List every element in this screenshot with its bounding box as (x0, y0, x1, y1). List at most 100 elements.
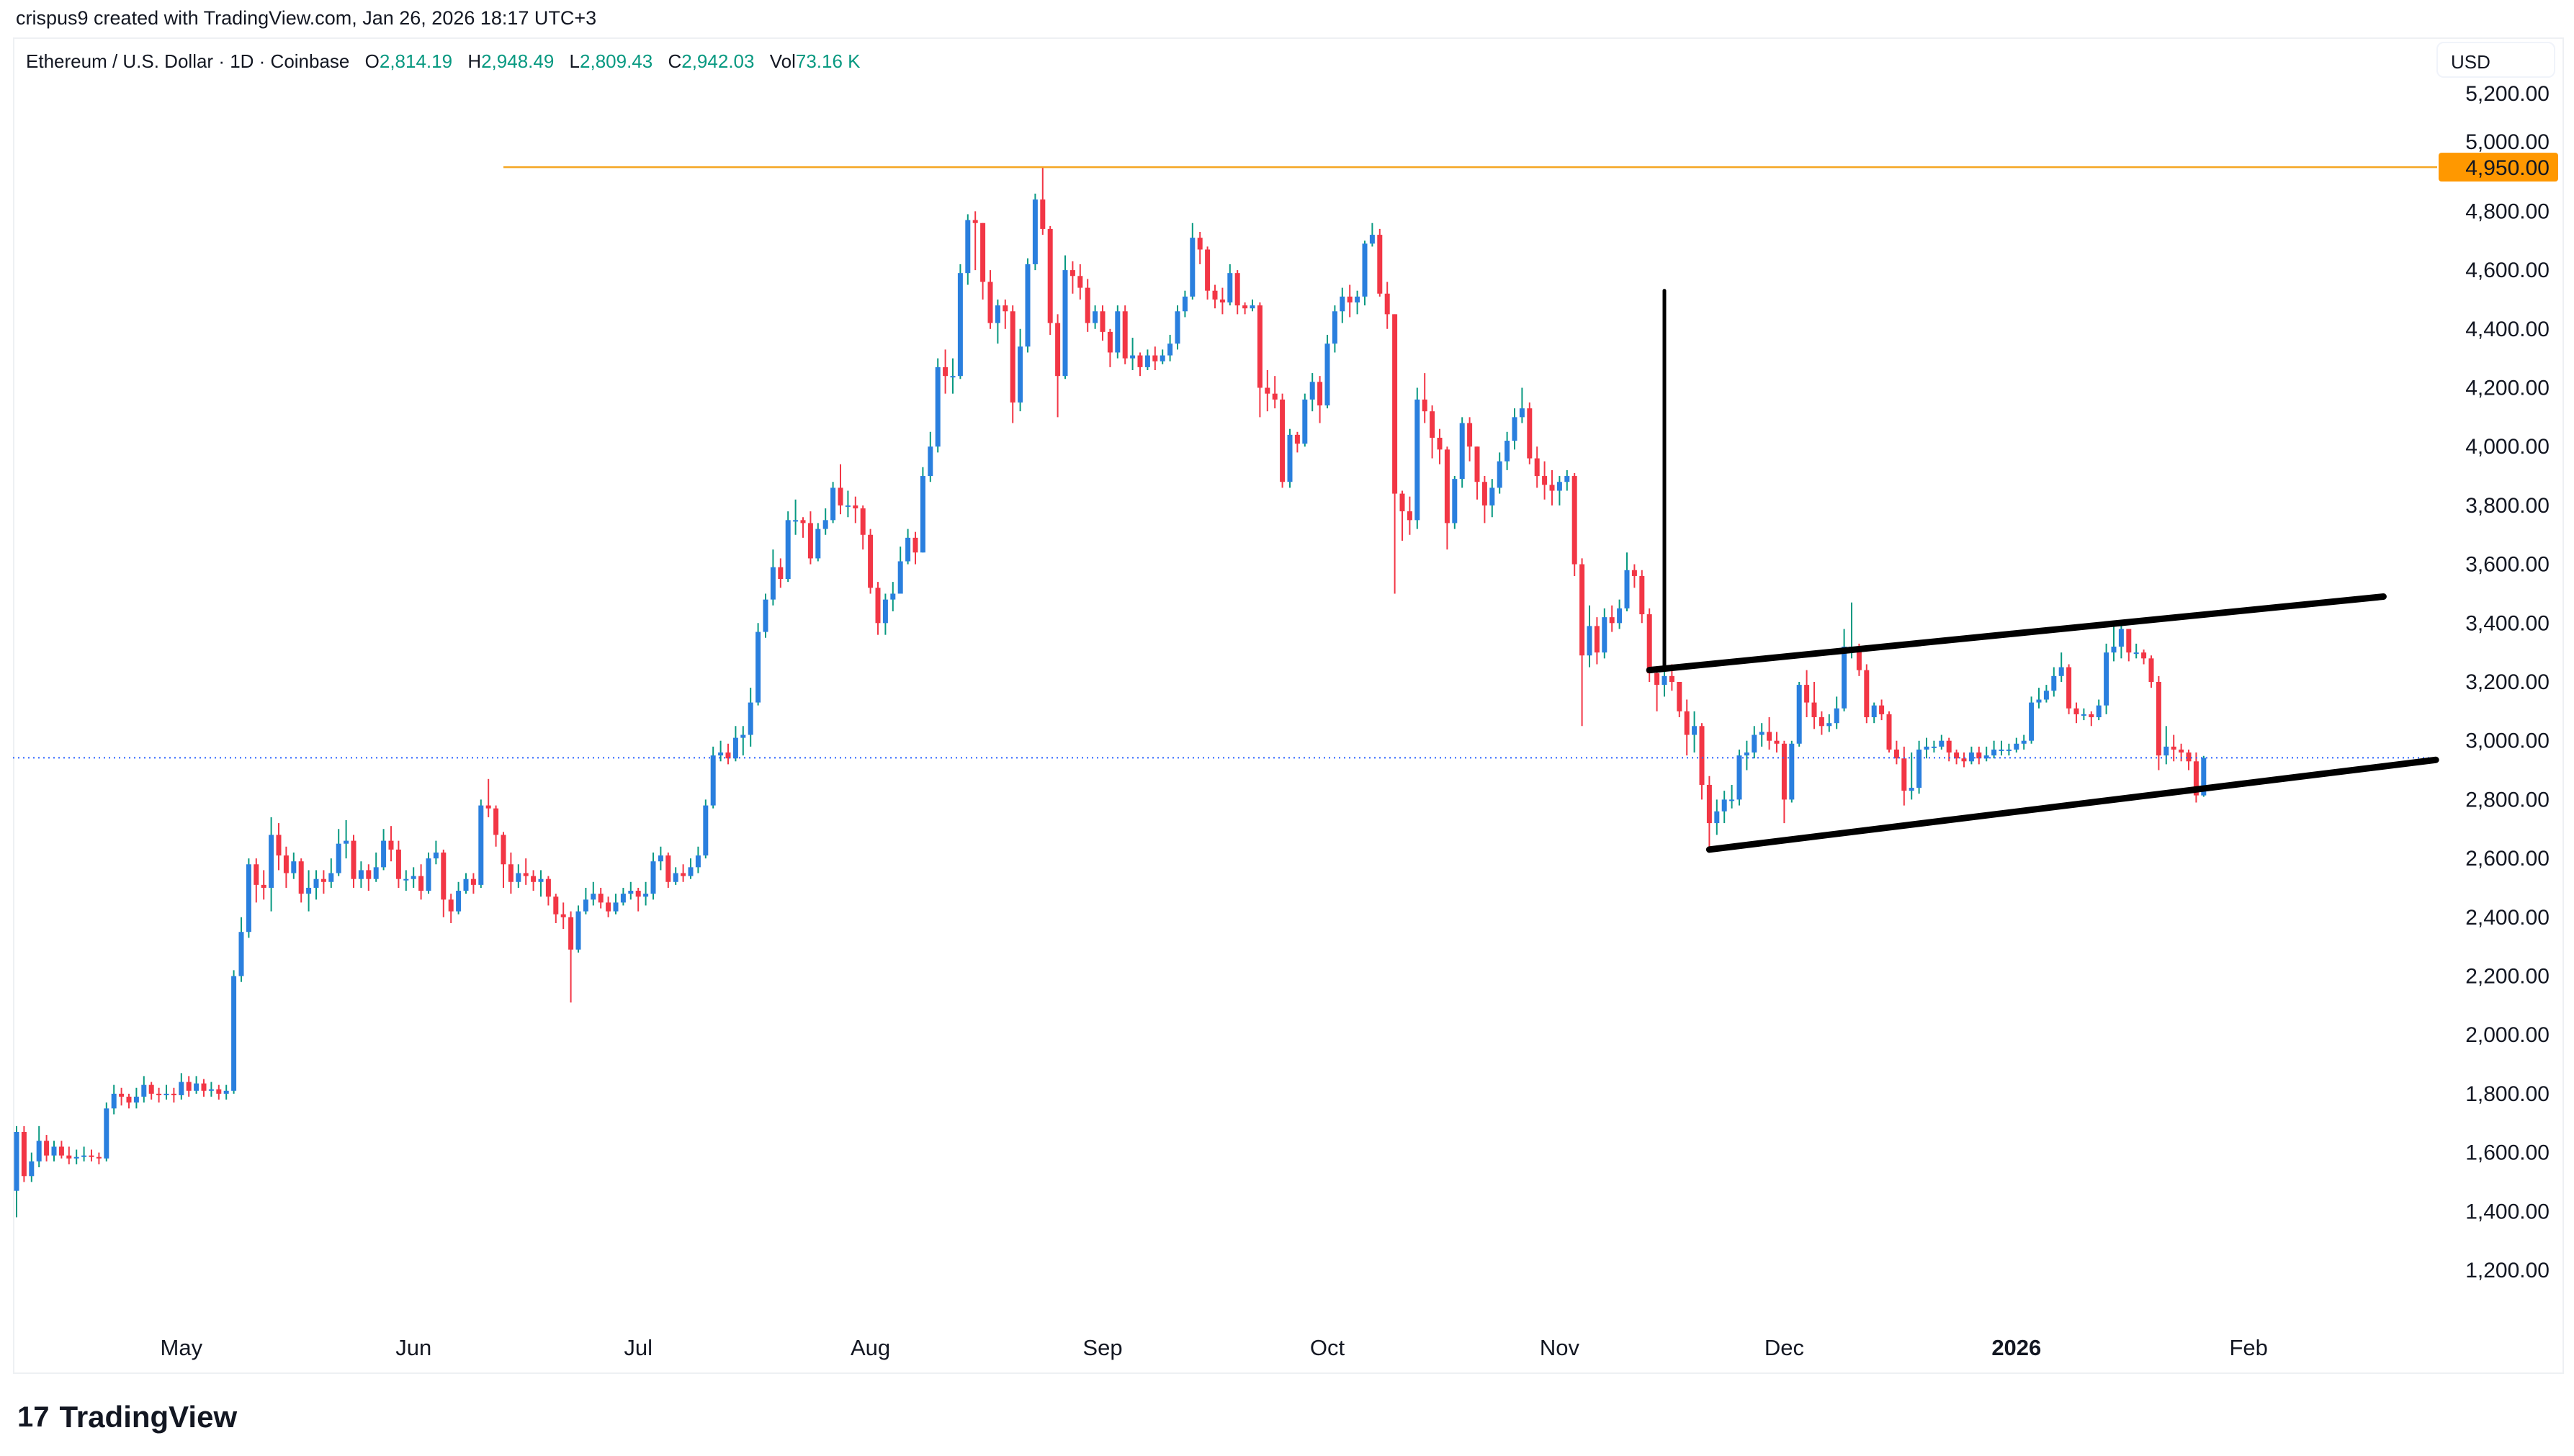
candle-up (2096, 705, 2102, 718)
candle-up (2133, 652, 2139, 655)
candle-down (1774, 740, 1780, 744)
candle-up (1130, 355, 1136, 359)
price-tick-label: 2,000.00 (2465, 1023, 2550, 1047)
candle-down (1706, 784, 1712, 824)
candle-down (186, 1082, 192, 1091)
candle-up (1617, 608, 1623, 624)
candle-up (2006, 749, 2012, 751)
candle-up (1939, 740, 1945, 747)
price-tick-label: 3,600.00 (2465, 553, 2550, 577)
candle-down (1781, 743, 1787, 800)
candle-up (950, 376, 956, 378)
candle-up (1789, 743, 1795, 800)
high-label: H (467, 50, 482, 72)
candle-up (1931, 746, 1937, 748)
candle-up (1362, 243, 1368, 297)
candle-down (545, 878, 551, 897)
candle-up (822, 520, 828, 529)
candle-up (104, 1108, 109, 1159)
candle-up (2104, 652, 2109, 706)
candle-down (875, 588, 881, 624)
candle-down (2066, 667, 2072, 709)
candle-up (1968, 752, 1974, 762)
candle-up (703, 805, 709, 856)
low-value: 2,809.43 (580, 50, 653, 72)
candle-down (1219, 299, 1225, 303)
open-value: 2,814.19 (379, 50, 453, 72)
time-tick-label: Aug (851, 1335, 890, 1360)
candle-down (1392, 314, 1398, 494)
candle-down (1444, 449, 1450, 523)
price-tick-label: 4,000.00 (2465, 435, 2550, 459)
candle-down (1422, 399, 1427, 412)
candle-down (1384, 293, 1390, 315)
candle-down (1684, 711, 1690, 735)
candle-down (2193, 761, 2199, 796)
candle-up (830, 487, 836, 521)
candle-down (148, 1084, 154, 1094)
candle-down (501, 835, 506, 865)
candle-up (463, 878, 469, 891)
candle-down (778, 567, 784, 580)
candle-up (2081, 714, 2086, 716)
chart-credit: crispus9 created with TradingView.com, J… (16, 7, 597, 29)
price-tick-label: 2,600.00 (2465, 847, 2550, 871)
candle-down (1542, 476, 1548, 485)
candle-up (1796, 685, 1802, 744)
candle-down (1669, 675, 1674, 682)
candle-down (1699, 726, 1705, 785)
candle-down (1010, 311, 1015, 403)
candle-up (373, 867, 379, 879)
candle-down (388, 840, 394, 850)
candle-up (732, 737, 738, 759)
candle-down (1864, 670, 1870, 718)
candle-down (1609, 617, 1615, 624)
candle-down (1654, 673, 1660, 686)
candle-down (1571, 476, 1577, 565)
candle-down (800, 520, 806, 523)
candle-up (1662, 675, 1667, 686)
candle-up (14, 1132, 19, 1191)
candle-up (2111, 646, 2117, 653)
candle-up (1721, 799, 1727, 812)
currency-button[interactable]: USD (2436, 42, 2555, 78)
candle-up (785, 520, 791, 580)
candle-up (313, 878, 319, 888)
candle-down (448, 899, 454, 912)
volume-label: Vol (769, 50, 796, 72)
candle-down (1265, 387, 1270, 394)
candle-up (1759, 732, 1764, 735)
candle-down (418, 876, 424, 891)
candle-down (725, 752, 731, 759)
candle-down (1234, 273, 1240, 306)
candle-up (328, 873, 334, 882)
candle-down (171, 1093, 176, 1095)
candle-down (1003, 305, 1008, 312)
candle-up (755, 632, 761, 703)
candle-up (1909, 788, 1914, 791)
candle-down (58, 1146, 64, 1156)
candle-down (1856, 646, 1862, 670)
candles (14, 167, 2207, 1218)
symbol-title[interactable]: Ethereum / U.S. Dollar · 1D · Coinbase (26, 50, 350, 72)
candle-down (156, 1093, 162, 1095)
tradingview-logo[interactable]: 17 TradingView (17, 1400, 237, 1434)
candle-up (538, 878, 544, 882)
candle-up (1093, 311, 1098, 323)
candle-down (807, 523, 813, 559)
high-value: 2,948.49 (481, 50, 555, 72)
candle-up (1324, 343, 1330, 406)
volume-value: 73.16 K (795, 50, 861, 72)
candle-up (1309, 382, 1315, 400)
level-price-label-bg (2439, 153, 2558, 182)
candle-down (1467, 423, 1473, 447)
candle-down (441, 852, 447, 900)
candle-up (179, 1082, 184, 1095)
close-value: 2,942.03 (681, 50, 755, 72)
candle-down (1594, 626, 1600, 653)
candle-up (208, 1089, 214, 1091)
candle-up (1452, 479, 1458, 523)
candle-down (560, 914, 566, 917)
candle-up (2043, 691, 2049, 700)
